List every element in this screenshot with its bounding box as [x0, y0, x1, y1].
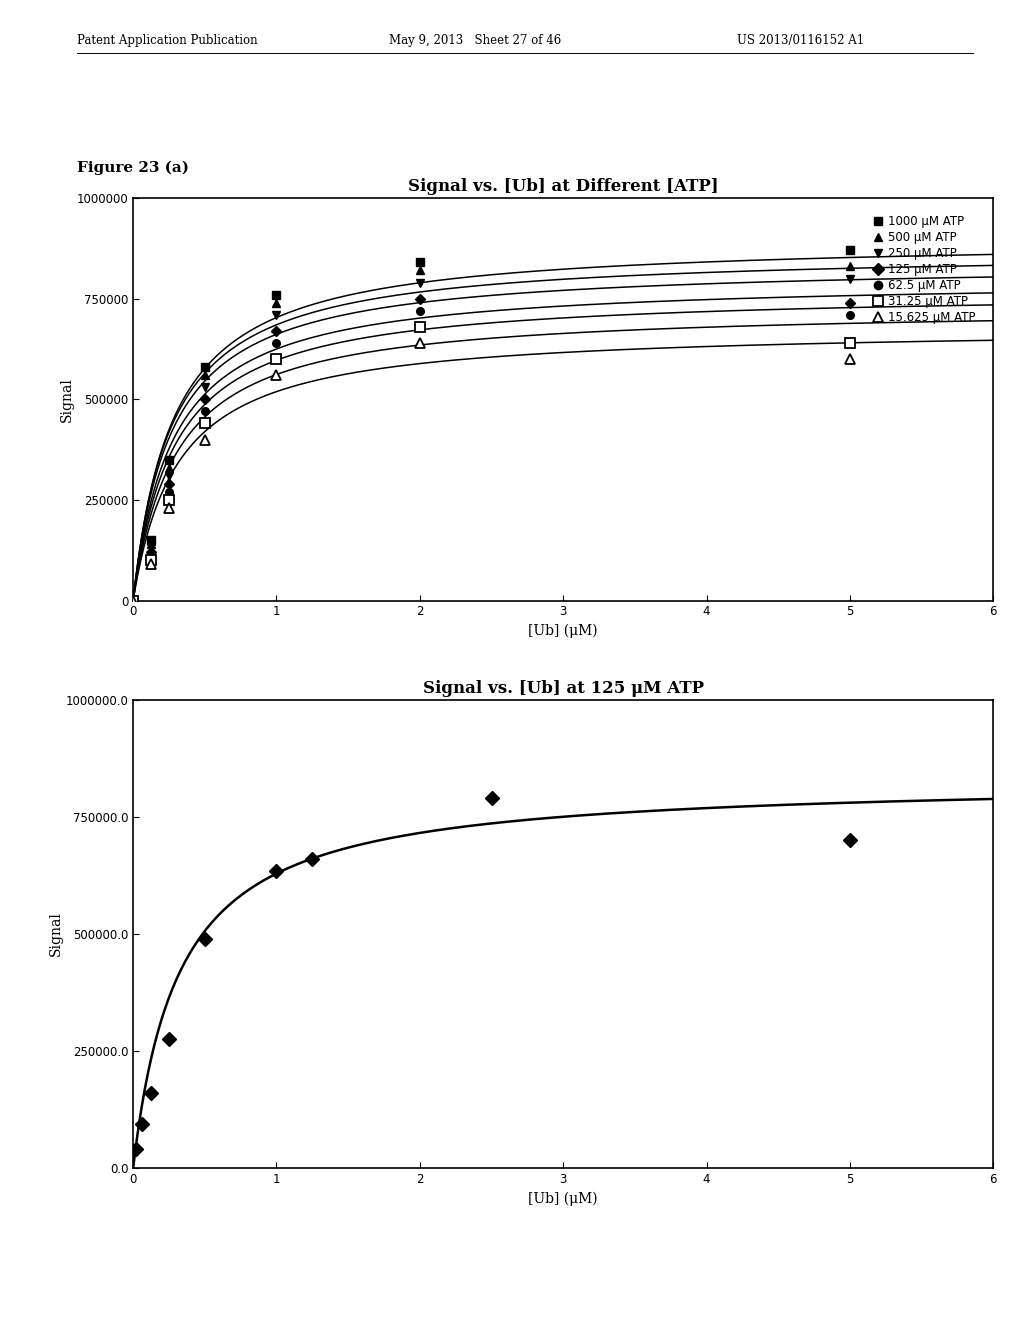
Y-axis label: Signal: Signal — [59, 378, 74, 421]
X-axis label: [Ub] (μM): [Ub] (μM) — [528, 1192, 598, 1206]
Y-axis label: Signal: Signal — [48, 912, 62, 956]
Text: May 9, 2013   Sheet 27 of 46: May 9, 2013 Sheet 27 of 46 — [389, 34, 561, 48]
Text: Patent Application Publication: Patent Application Publication — [77, 34, 257, 48]
Text: US 2013/0116152 A1: US 2013/0116152 A1 — [737, 34, 864, 48]
X-axis label: [Ub] (μM): [Ub] (μM) — [528, 624, 598, 639]
Title: Signal vs. [Ub] at Different [ATP]: Signal vs. [Ub] at Different [ATP] — [408, 178, 719, 195]
Title: Signal vs. [Ub] at 125 μM ATP: Signal vs. [Ub] at 125 μM ATP — [423, 680, 703, 697]
Legend: 1000 μM ATP, 500 μM ATP, 250 μM ATP, 125 μM ATP, 62.5 μM ATP, 31.25 μM ATP, 15.6: 1000 μM ATP, 500 μM ATP, 250 μM ATP, 125… — [870, 213, 979, 327]
Text: Figure 23 (a): Figure 23 (a) — [77, 161, 188, 176]
